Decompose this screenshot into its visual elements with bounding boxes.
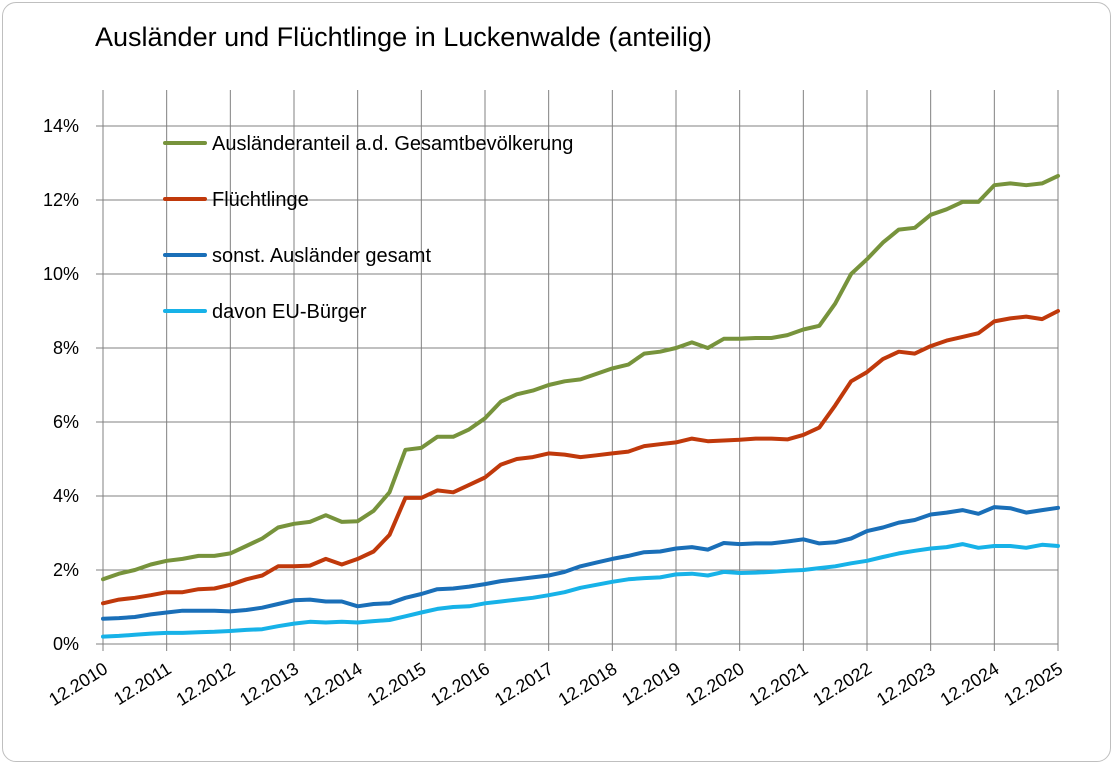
x-tick-label: 12.2011 (110, 658, 175, 709)
x-tick-label: 12.2015 (364, 658, 430, 709)
legend: Ausländeranteil a.d. Gesamtbevölkerung Fl… (163, 133, 573, 323)
y-tick-label: 8% (53, 338, 79, 358)
y-tick-label: 6% (53, 412, 79, 432)
series-line (101, 542, 1060, 639)
x-tick-label: 12.2020 (682, 658, 748, 709)
x-axis-tick-labels: 12.2010 12.201112.201212.201312.201412.20… (45, 658, 1066, 709)
series-line (101, 309, 1060, 606)
x-tick-label: 12.2010 (45, 658, 111, 709)
x-tick-label: 12.2016 (427, 658, 493, 709)
y-tick-label: 12% (43, 190, 79, 210)
y-tick-label: 2% (53, 560, 79, 580)
x-tick-label: 12.2023 (873, 658, 939, 709)
series-line (101, 173, 1060, 582)
x-tick-label: 12.2022 (809, 658, 875, 709)
legend-label: Flüchtlinge (212, 189, 309, 211)
x-tick-label: 12.2017 (491, 658, 557, 709)
legend-label: davon EU-Bürger (212, 301, 367, 323)
grid (103, 90, 1058, 644)
axes (96, 90, 1059, 651)
y-tick-label: 4% (53, 486, 79, 506)
x-tick-label: 12.2012 (173, 658, 239, 709)
y-tick-label: 14% (43, 116, 79, 136)
series-lines (101, 173, 1060, 639)
y-tick-label: 0% (53, 634, 79, 654)
x-tick-label: 12.2018 (555, 658, 621, 709)
x-tick-label: 12.2024 (937, 658, 1003, 709)
x-tick-label: 12.2019 (618, 658, 684, 709)
y-tick-label: 10% (43, 264, 79, 284)
x-tick-label: 12.2013 (236, 658, 302, 709)
chart-title: Ausländer und Flüchtlinge in Luckenwalde… (95, 22, 712, 52)
series-line (101, 505, 1060, 621)
legend-label: sonst. Ausländer gesamt (212, 245, 431, 267)
y-axis-tick-labels: 0% 2% 4% 6% 8% 10% 12% 14% (43, 116, 79, 654)
x-tick-label: 12.2014 (300, 658, 366, 709)
x-tick-label: 12.2025 (1000, 658, 1066, 709)
x-tick-label: 12.2021 (746, 658, 812, 709)
legend-label: Ausländeranteil a.d. Gesamtbevölkerung (212, 133, 573, 155)
